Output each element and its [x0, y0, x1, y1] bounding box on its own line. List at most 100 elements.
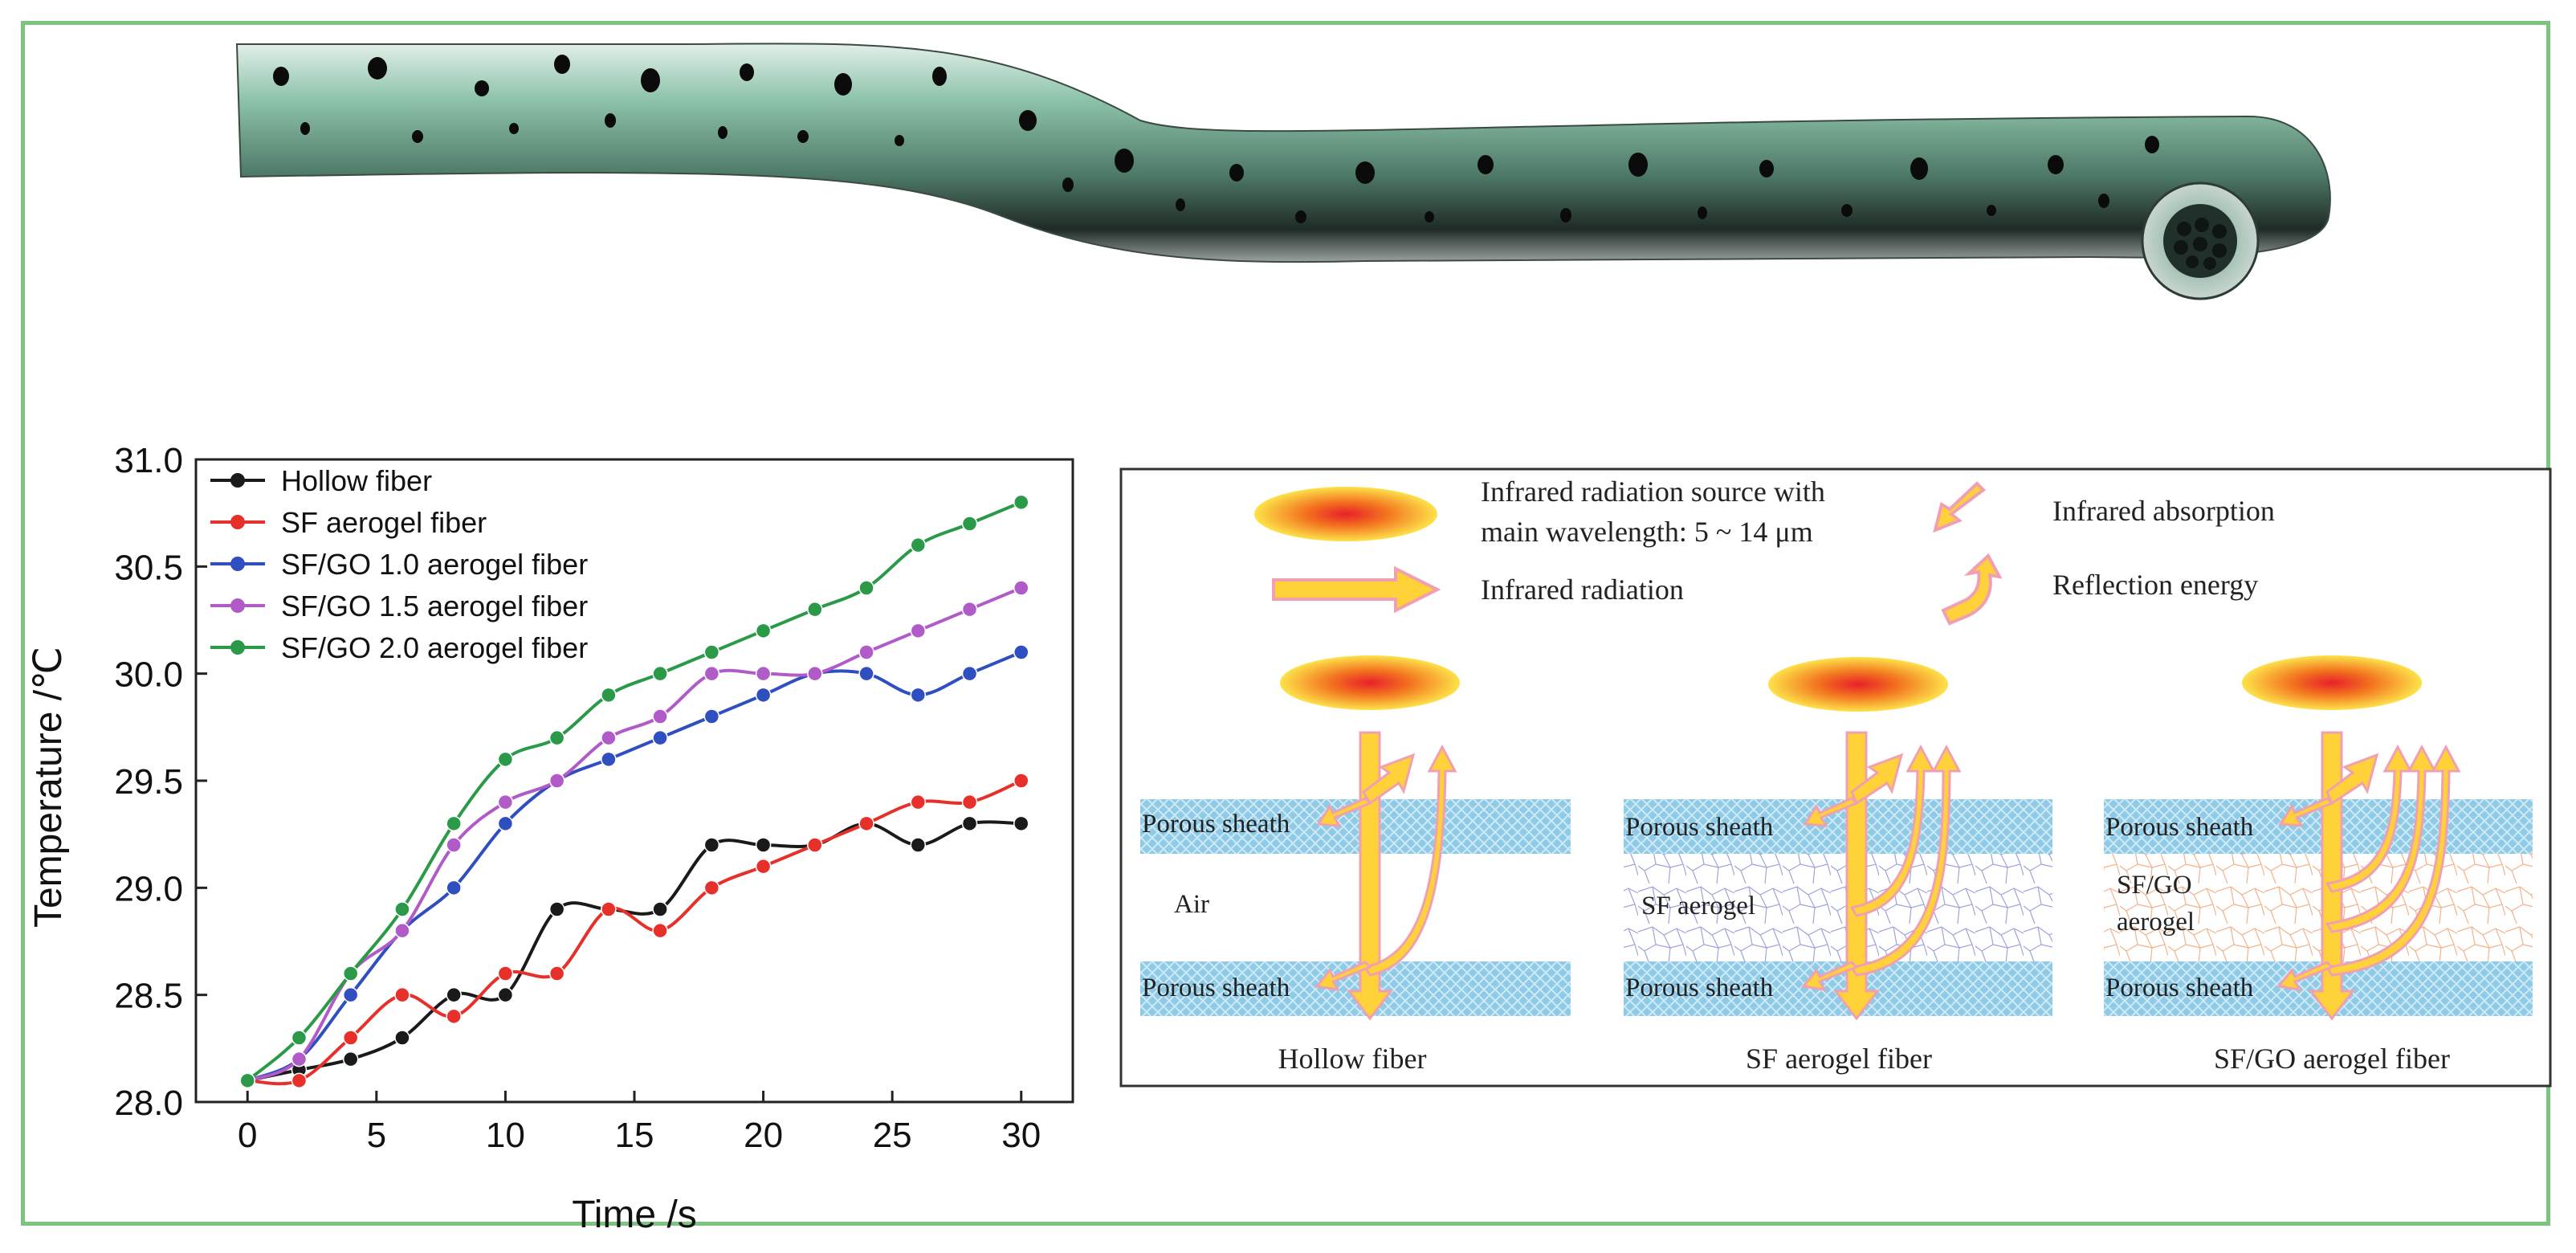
reflection-arrow: [1849, 744, 1962, 977]
data-point: [342, 965, 359, 982]
data-point: [548, 773, 565, 789]
data-point: [342, 986, 359, 1003]
ir-beam-arrow: [1832, 731, 1881, 1021]
data-point: [652, 708, 668, 724]
top-layer-label: Porous sheath: [1625, 813, 1774, 842]
x-tick-label: 25: [873, 1116, 912, 1155]
data-point: [858, 644, 874, 660]
panel-sfgo-aerogel-fiber: Porous sheath SF/GO aerogel Porous sheat…: [2104, 655, 2533, 1075]
legend-marker: [230, 640, 245, 655]
fiber-end-cap: [2141, 182, 2260, 300]
reflection-arrow: [2325, 744, 2413, 893]
data-point: [548, 965, 565, 982]
data-point: [548, 901, 565, 917]
source-label-2: main wavelength: 5 ~ 14 μm: [1481, 516, 1813, 548]
reflection-arrow: [1363, 744, 1457, 977]
data-point: [703, 880, 720, 896]
data-point: [703, 837, 720, 853]
bottom-layer-label: Porous sheath: [2105, 973, 2254, 1002]
y-tick-label: 31.0: [114, 441, 183, 480]
panel-caption: SF/GO aerogel fiber: [2214, 1043, 2450, 1075]
data-point: [961, 815, 978, 832]
data-point: [497, 815, 514, 832]
data-point: [961, 601, 978, 618]
data-point: [703, 708, 720, 724]
reflection-arrow: [1849, 744, 1936, 917]
absorption-arrow: [1801, 961, 1859, 991]
absorption-arrow: [1314, 961, 1372, 991]
data-point: [239, 1072, 255, 1089]
data-point: [446, 880, 462, 896]
panel-sf-aerogel-fiber: Porous sheath SF aerogel Porous sheath S…: [1624, 657, 2052, 1075]
reflection-arrow: [1362, 753, 1416, 806]
legend-label: SF/GO 1.0 aerogel fiber: [281, 548, 588, 581]
x-tick-label: 30: [1001, 1116, 1041, 1155]
data-point: [497, 751, 514, 768]
reflection-arrow: [1850, 753, 1904, 806]
x-tick-label: 20: [744, 1116, 783, 1155]
reflection-arrow-icon: [1941, 553, 2003, 626]
data-point: [601, 729, 617, 746]
y-tick-label: 30.5: [114, 548, 183, 587]
y-axis-ticks: 28.0 28.5 29.0 29.5 30.0 30.5 31.0: [114, 441, 207, 1123]
data-point: [910, 837, 927, 853]
panel-caption: Hollow fiber: [1278, 1043, 1427, 1075]
absorption-arrow: [2276, 961, 2334, 991]
middle-label: Air: [1174, 890, 1209, 919]
data-point: [961, 516, 978, 532]
absorption-arrow-icon: [1933, 481, 1987, 533]
source-label-1: Infrared radiation source with: [1481, 475, 1825, 508]
data-point: [755, 622, 772, 639]
y-tick-label: 28.5: [114, 977, 183, 1016]
y-tick-label: 29.5: [114, 762, 183, 802]
top-layer-label: Porous sheath: [1142, 810, 1290, 839]
absorption-arrow: [2278, 797, 2334, 827]
data-point: [910, 687, 927, 704]
data-point: [858, 580, 874, 596]
x-tick-label: 10: [486, 1116, 525, 1155]
middle-label-1: SF/GO: [2117, 871, 2192, 900]
data-point: [394, 901, 410, 917]
data-point: [703, 665, 720, 682]
data-point: [652, 729, 668, 746]
data-point: [342, 1030, 359, 1046]
data-point: [601, 687, 617, 704]
data-point: [394, 1030, 410, 1046]
data-point: [652, 901, 668, 917]
data-point: [755, 687, 772, 704]
data-point: [446, 1008, 462, 1025]
data-point: [807, 665, 823, 682]
data-point: [291, 1072, 308, 1089]
legend-label: Hollow fiber: [281, 464, 432, 497]
panel-hollow-fiber: Porous sheath Air Porous sheath Hollow f…: [1140, 655, 1571, 1075]
panel-caption: SF aerogel fiber: [1746, 1043, 1932, 1075]
fiber-pores: [273, 55, 2159, 223]
data-point: [446, 815, 462, 832]
data-point: [1013, 644, 1029, 660]
x-tick-label: 5: [367, 1116, 386, 1155]
data-point: [342, 1051, 359, 1067]
ir-beam-arrow: [2308, 731, 2356, 1021]
x-axis-ticks: 0 5 10 15 20 25 30: [238, 1091, 1041, 1155]
data-point: [910, 622, 927, 639]
series-line-1: [247, 779, 1022, 1086]
reflection-label: Reflection energy: [2052, 569, 2258, 601]
data-point: [1013, 773, 1029, 789]
data-point: [497, 965, 514, 982]
absorption-arrow: [1316, 797, 1372, 827]
chart-series: [239, 494, 1029, 1089]
legend-marker: [230, 557, 245, 571]
data-point: [291, 1051, 308, 1067]
data-point: [910, 537, 927, 553]
reflection-arrow: [2325, 753, 2379, 806]
data-point: [548, 729, 565, 746]
chart-legend: Hollow fiber SF aerogel fiber SF/GO 1.0 ae…: [210, 464, 588, 664]
data-point: [807, 601, 823, 618]
x-tick-label: 15: [615, 1116, 654, 1155]
data-point: [601, 751, 617, 768]
top-layer-label: Porous sheath: [2105, 813, 2254, 842]
data-point: [858, 665, 874, 682]
absorption-label: Infrared absorption: [2052, 495, 2275, 527]
data-point: [291, 1030, 308, 1046]
